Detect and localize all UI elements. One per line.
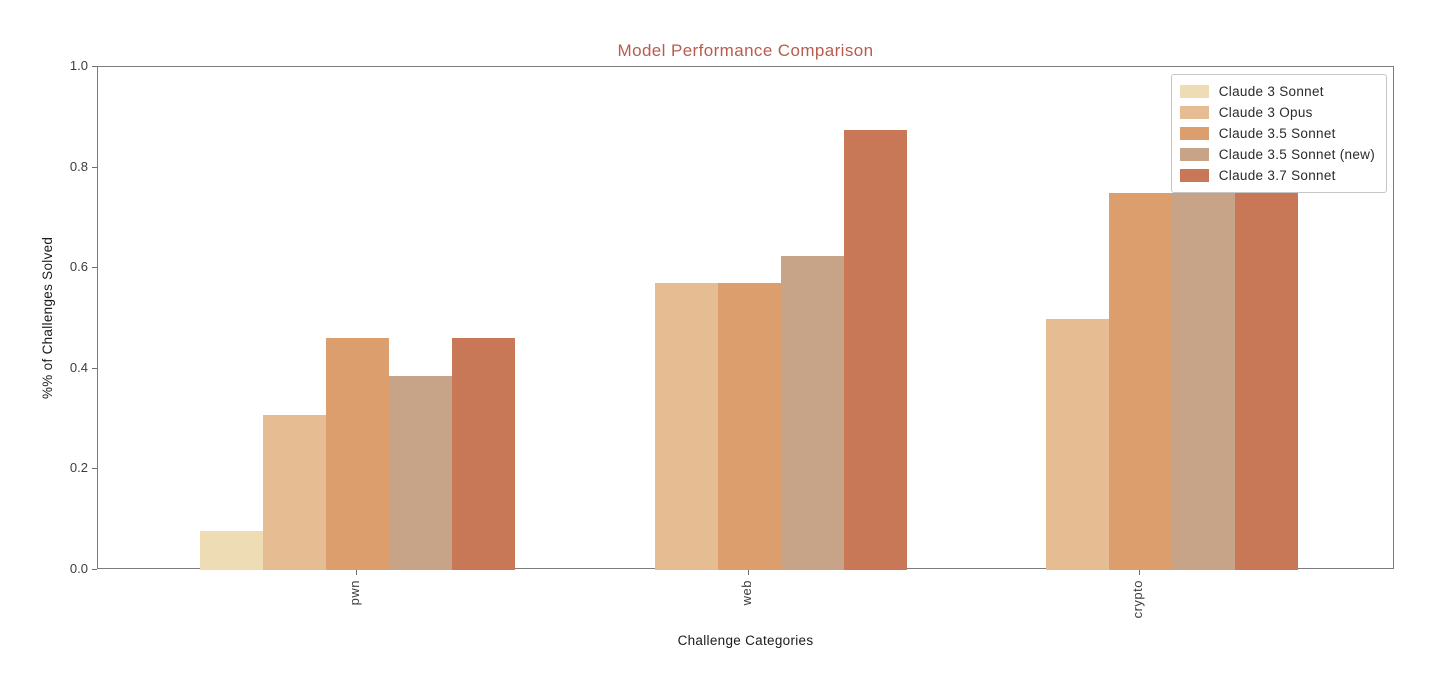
- chart-title: Model Performance Comparison: [617, 41, 874, 60]
- xtick-label-pwn: pwn: [347, 580, 362, 606]
- xtick-label-web: web: [739, 580, 754, 606]
- bar-claude-3.5-sonnet-crypto: [1108, 192, 1172, 570]
- y-axis-label: %% of Challenges Solved: [40, 236, 55, 399]
- bar-claude-3-opus-pwn: [262, 415, 326, 570]
- ytick-label-0.8: 0.8: [69, 158, 88, 174]
- bar-claude-3.5-sonnet-web: [717, 282, 781, 570]
- legend-swatch-icon: [1179, 85, 1209, 98]
- ytick-label-0.2: 0.2: [69, 460, 88, 476]
- bar-claude-3.7-sonnet-pwn: [451, 337, 515, 570]
- legend-label: Claude 3.5 Sonnet: [1218, 126, 1336, 141]
- ytick-mark: [92, 267, 97, 269]
- legend-swatch-icon: [1179, 106, 1209, 119]
- legend-item-claude-3-sonnet: Claude 3 Sonnet: [1179, 81, 1375, 102]
- legend-label: Claude 3 Opus: [1218, 105, 1313, 120]
- ytick-label-0.0: 0.0: [69, 561, 88, 576]
- bar-claude-3.7-sonnet-crypto: [1234, 192, 1298, 570]
- ytick-mark: [92, 569, 97, 570]
- plot-area: Claude 3 Sonnet Claude 3 Opus Claude 3.5 S…: [97, 66, 1394, 570]
- x-axis-label: Challenge Categories: [677, 633, 814, 648]
- ytick-label-1.0: 1.0: [69, 58, 88, 73]
- bar-claude-3-opus-crypto: [1045, 318, 1109, 570]
- legend-item-claude-3.5-sonnet: Claude 3.5 Sonnet: [1179, 123, 1375, 144]
- bar-claude-3-sonnet-pwn: [199, 531, 263, 570]
- legend-label: Claude 3.5 Sonnet (new): [1218, 147, 1375, 162]
- legend-label: Claude 3 Sonnet: [1218, 84, 1324, 99]
- xtick-label-crypto: crypto: [1130, 580, 1145, 619]
- ytick-mark: [92, 66, 97, 67]
- xtick-mark: [1139, 570, 1140, 575]
- bar-claude-3.5-sonnet-new-crypto: [1171, 192, 1235, 570]
- ytick-label-0.4: 0.4: [69, 359, 88, 375]
- legend-swatch-icon: [1179, 127, 1209, 140]
- ytick-mark: [92, 166, 97, 168]
- bar-claude-3.5-sonnet-pwn: [325, 337, 389, 570]
- legend-item-claude-3.7-sonnet: Claude 3.7 Sonnet: [1179, 165, 1375, 186]
- bar-claude-3.5-sonnet-new-pwn: [388, 376, 452, 570]
- legend-item-claude-3-opus: Claude 3 Opus: [1179, 102, 1375, 123]
- ytick-label-0.6: 0.6: [69, 259, 88, 275]
- legend-swatch-icon: [1179, 148, 1209, 161]
- bar-claude-3.5-sonnet-new-web: [780, 255, 844, 570]
- xtick-mark: [748, 570, 749, 575]
- ytick-mark: [92, 367, 97, 369]
- bar-claude-3.7-sonnet-web: [843, 129, 907, 570]
- legend-label: Claude 3.7 Sonnet: [1218, 168, 1336, 183]
- legend: Claude 3 Sonnet Claude 3 Opus Claude 3.5 S…: [1170, 74, 1387, 193]
- ytick-mark: [92, 468, 97, 470]
- bar-claude-3-opus-web: [654, 282, 718, 570]
- xtick-mark: [356, 570, 357, 575]
- legend-swatch-icon: [1179, 169, 1209, 182]
- legend-item-claude-3.5-sonnet-new: Claude 3.5 Sonnet (new): [1179, 144, 1375, 165]
